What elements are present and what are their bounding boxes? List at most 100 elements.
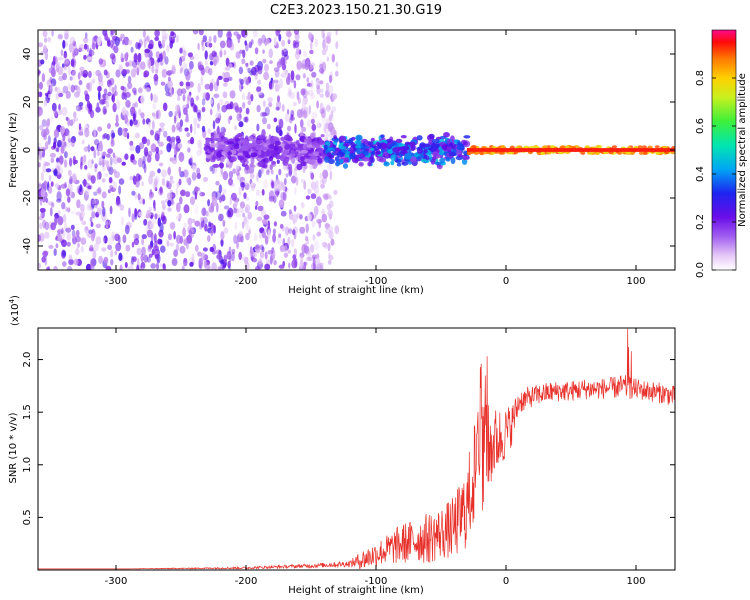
spectrogram-noise-cell	[46, 266, 50, 270]
spectrogram-noise-cell	[148, 59, 152, 70]
spectrogram-noise-cell	[147, 43, 154, 50]
spectrogram-signal-cell	[326, 152, 332, 157]
spectrogram-noise-cell	[213, 224, 217, 234]
spectrogram-noise-cell	[219, 263, 223, 268]
spectrogram-noise-cell	[48, 174, 52, 182]
spectrogram-signal-cell	[584, 145, 590, 149]
spectrogram-noise-cell	[71, 210, 76, 215]
spectrogram-noise-cell	[171, 157, 178, 165]
spectrogram-noise-cell	[239, 201, 246, 209]
spectrogram-noise-cell	[173, 230, 176, 240]
spectrogram-noise-cell	[112, 152, 116, 158]
spectrogram-noise-cell	[159, 149, 163, 155]
spectrogram-noise-cell	[39, 199, 43, 206]
spectrogram-noise-cell	[38, 262, 41, 269]
spectrogram-noise-cell	[328, 74, 333, 84]
spectrogram-noise-cell	[154, 30, 160, 38]
spectrogram-noise-cell	[63, 52, 68, 59]
colorbar-tick-label: 0.4	[695, 166, 706, 182]
spectrogram-signal-cell	[380, 142, 388, 149]
spectrogram-signal-cell	[257, 150, 262, 156]
spectrogram-noise-cell	[152, 112, 156, 117]
spectrogram-noise-cell	[44, 37, 48, 43]
spectrogram-noise-cell	[81, 220, 87, 226]
spectrogram-noise-cell	[181, 62, 188, 72]
spectrogram-noise-cell	[205, 210, 209, 217]
spectrogram-noise-cell	[275, 190, 280, 196]
spectrogram-noise-cell	[159, 222, 164, 233]
spectrogram-noise-cell	[127, 82, 133, 90]
spectrogram-noise-cell	[153, 73, 159, 82]
spectrogram-noise-cell	[102, 106, 107, 115]
spectrogram-noise-cell	[73, 111, 77, 119]
y-tick-label: 0.5	[22, 509, 33, 525]
snr-x-axis-label: Height of straight line (km)	[288, 585, 424, 596]
spectrogram-noise-cell	[318, 67, 325, 74]
spectrogram-noise-cell	[65, 188, 71, 197]
spectrogram-signal-cell	[339, 159, 344, 164]
spectrogram-noise-cell	[249, 60, 254, 66]
spectrogram-noise-cell	[110, 30, 115, 35]
spectrogram-noise-cell	[245, 78, 250, 86]
spectrogram-noise-cell	[143, 218, 148, 226]
spectrogram-noise-cell	[61, 202, 66, 210]
spectrogram-noise-cell	[132, 256, 137, 262]
spectrogram-noise-cell	[218, 184, 223, 194]
spectrogram-noise-cell	[209, 53, 214, 61]
spectrogram-noise-cell	[184, 118, 190, 123]
spectrogram-noise-cell	[303, 180, 307, 190]
spectrogram-noise-cell	[224, 66, 230, 71]
spectrogram-noise-cell	[86, 82, 90, 90]
spectrogram-signal-cell	[206, 139, 211, 143]
spectrogram-noise-cell	[207, 235, 211, 242]
spectrogram-noise-cell	[80, 203, 85, 213]
spectrogram-signal-cell	[310, 132, 315, 139]
spectrogram-noise-cell	[71, 70, 77, 81]
spectrogram-noise-cell	[93, 191, 98, 196]
spectrogram-noise-cell	[96, 36, 102, 46]
spectrogram-noise-cell	[228, 178, 233, 186]
spectrogram-noise-cell	[75, 105, 82, 111]
spectrogram-noise-cell	[148, 121, 151, 128]
spectrogram-noise-cell	[102, 134, 106, 140]
spectrogram-noise-cell	[257, 79, 262, 85]
spectrogram-noise-cell	[154, 151, 160, 162]
spectrogram-noise-cell	[148, 244, 153, 250]
spectrogram-noise-cell	[282, 245, 288, 253]
spectrogram-noise-cell	[83, 146, 89, 153]
spectrogram-noise-cell	[141, 246, 146, 256]
spectrogram-noise-cell	[276, 159, 280, 164]
spectrogram-signal-cell	[211, 156, 216, 161]
spectrogram-noise-cell	[127, 39, 133, 45]
spectrogram-noise-cell	[242, 49, 246, 59]
spectrogram-signal-cell	[341, 149, 348, 153]
spectrogram-noise-cell	[253, 233, 258, 242]
spectrogram-noise-cell	[294, 161, 298, 172]
spectrogram-signal-cell	[269, 137, 275, 143]
spectrogram-noise-cell	[227, 40, 233, 48]
spectrogram-noise-cell	[66, 232, 71, 242]
spectrogram-noise-cell	[44, 162, 51, 167]
spectrogram-signal-cell	[654, 145, 660, 149]
spectrogram-signal-cell	[219, 162, 224, 169]
x-tick-label: -200	[235, 576, 258, 587]
snr-series-line	[38, 328, 675, 570]
spectrogram-noise-cell	[319, 102, 324, 111]
spectrogram-noise-cell	[85, 263, 92, 270]
spectrogram-noise-cell	[140, 94, 145, 105]
spectrogram-noise-cell	[127, 221, 132, 227]
spectrogram-signal-cell	[312, 155, 319, 160]
chart-title: C2E3.2023.150.21.30.G19	[270, 3, 442, 18]
spectrogram-noise-cell	[257, 65, 263, 75]
spectrogram-noise-cell	[212, 167, 218, 174]
spectrogram-noise-cell	[141, 181, 145, 187]
spectrogram-signal-cell	[390, 154, 396, 161]
spectrogram-noise-cell	[307, 89, 314, 97]
spectrogram-noise-cell	[88, 184, 93, 190]
spectrogram-noise-cell	[235, 164, 240, 170]
spectrogram-signal-cell	[317, 157, 323, 164]
spectrogram-signal-cell	[331, 137, 339, 142]
spectrogram-noise-cell	[304, 60, 310, 71]
spectrogram-noise-cell	[235, 210, 242, 218]
spectrogram-noise-cell	[60, 145, 65, 154]
